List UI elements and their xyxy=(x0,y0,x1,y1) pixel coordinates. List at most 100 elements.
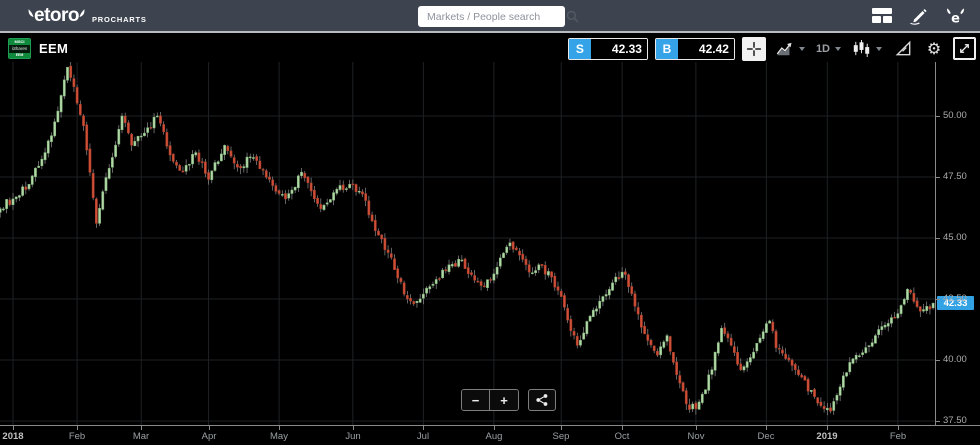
zoom-controls: − + xyxy=(461,389,556,411)
candle xyxy=(386,249,390,253)
candle xyxy=(335,188,339,194)
candle xyxy=(771,321,775,332)
candle xyxy=(213,162,217,171)
candle xyxy=(463,258,467,269)
layout-icon[interactable] xyxy=(872,8,892,23)
candle xyxy=(893,316,896,319)
candle xyxy=(101,191,105,210)
time-axis[interactable]: 2018 Feb Mar Apr May Jun Jul Aug Sep Oct Nov Dec 201… xyxy=(0,425,980,445)
candle xyxy=(114,144,117,157)
candle xyxy=(505,246,509,253)
candle xyxy=(765,323,768,333)
search-input[interactable] xyxy=(418,10,566,23)
candle xyxy=(75,87,79,104)
sell-button[interactable]: S 42.33 xyxy=(567,37,648,60)
zoom-out-button[interactable]: − xyxy=(462,390,490,410)
candle xyxy=(569,319,573,331)
candlestick-chart[interactable] xyxy=(0,62,935,425)
candle xyxy=(842,375,845,388)
candle xyxy=(793,364,797,370)
candle xyxy=(761,331,765,339)
candle xyxy=(922,309,925,312)
x-axis-tick xyxy=(622,426,623,430)
candle xyxy=(524,258,528,265)
buy-button[interactable]: B 42.42 xyxy=(654,37,735,60)
buy-badge[interactable]: B xyxy=(655,38,678,59)
candle xyxy=(34,167,37,177)
price-axis[interactable]: 42.33 50.00 47.50 45.00 42.50 40.00 37.50 xyxy=(935,62,980,426)
candle xyxy=(643,325,646,335)
candle xyxy=(50,135,53,142)
candle xyxy=(255,156,259,161)
candle xyxy=(656,350,659,356)
crosshair-button[interactable] xyxy=(741,36,766,61)
etoro-bull-icon[interactable]: e xyxy=(945,7,966,25)
candle xyxy=(527,264,531,273)
candle xyxy=(354,184,358,192)
drawing-tools-button[interactable] xyxy=(891,37,915,61)
candle xyxy=(729,337,733,346)
share-button[interactable] xyxy=(528,389,556,411)
candle xyxy=(441,269,444,279)
candle xyxy=(816,397,820,404)
bull-horn-right-icon xyxy=(79,5,87,17)
candle xyxy=(678,375,682,384)
x-axis-label: Aug xyxy=(485,431,503,442)
draw-pencil-icon[interactable] xyxy=(909,6,928,25)
chevron-down-icon xyxy=(798,46,805,51)
fullscreen-toggle[interactable] xyxy=(953,37,976,60)
settings-button[interactable]: ⚙ xyxy=(922,37,946,61)
candle xyxy=(726,333,730,339)
candle xyxy=(11,198,15,206)
candle xyxy=(431,283,435,286)
y-axis-tick xyxy=(936,360,940,361)
candle xyxy=(24,186,28,190)
x-axis-tick xyxy=(77,426,78,430)
candle xyxy=(502,252,505,258)
y-axis-tick xyxy=(936,421,940,422)
candle xyxy=(883,324,887,328)
candle xyxy=(473,275,477,281)
candle xyxy=(498,257,502,267)
search-box[interactable] xyxy=(418,6,579,27)
y-axis-label: 50.00 xyxy=(943,110,967,121)
candle xyxy=(457,258,460,267)
candle xyxy=(838,386,842,396)
etoro-logo[interactable]: etoro PROCHARTS xyxy=(26,5,147,27)
candle xyxy=(755,343,759,352)
timeframe-button[interactable]: 1D xyxy=(814,37,843,61)
candle xyxy=(232,157,236,164)
candle xyxy=(579,339,582,346)
candle xyxy=(931,302,935,309)
candle xyxy=(620,271,624,278)
indicators-button[interactable] xyxy=(850,37,884,61)
candle xyxy=(239,165,242,169)
candle xyxy=(617,277,621,279)
candle xyxy=(553,275,557,288)
candle xyxy=(886,323,890,327)
candle xyxy=(874,335,877,344)
candle xyxy=(171,153,175,162)
candle xyxy=(550,271,553,278)
candle xyxy=(697,401,701,410)
candle xyxy=(700,393,704,403)
candle xyxy=(2,208,5,211)
candle xyxy=(563,295,566,308)
candle xyxy=(659,346,662,356)
search-icon[interactable] xyxy=(566,10,579,23)
x-axis-tick xyxy=(353,426,354,430)
candle xyxy=(479,281,483,286)
zoom-in-button[interactable]: + xyxy=(490,390,518,410)
candle xyxy=(476,280,480,283)
candle xyxy=(540,264,544,266)
chart-type-button[interactable] xyxy=(773,37,807,61)
sell-badge[interactable]: S xyxy=(568,38,591,59)
candle xyxy=(707,374,711,391)
candle xyxy=(482,285,486,288)
candle xyxy=(604,294,608,297)
candle xyxy=(640,314,643,328)
candle xyxy=(928,306,932,310)
candle xyxy=(252,157,255,159)
chart-plot-area[interactable] xyxy=(0,62,935,425)
resize-arrows-icon xyxy=(960,44,969,53)
